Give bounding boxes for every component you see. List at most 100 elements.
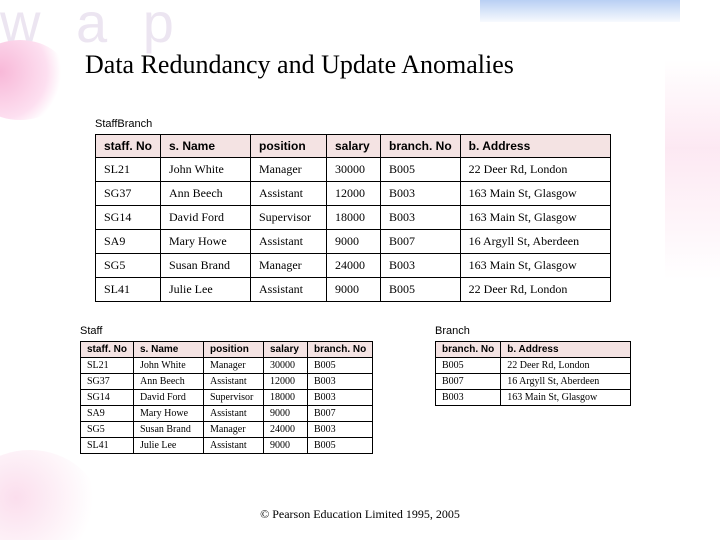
table-row: SG5Susan BrandManager24000B003 [81, 422, 373, 438]
staffbranch-table-wrap: StaffBranch staff. No s. Name position s… [95, 118, 625, 302]
table-row: SG14David FordSupervisor18000B003163 Mai… [96, 206, 611, 230]
col-baddress: b. Address [460, 135, 610, 158]
table-cell: SL41 [81, 438, 134, 454]
col-position: position [204, 342, 264, 358]
table-cell: SG14 [96, 206, 161, 230]
table-cell: SA9 [96, 230, 161, 254]
slide: Data Redundancy and Update Anomalies Sta… [0, 0, 720, 540]
table-row: SA9Mary HoweAssistant9000B007 [81, 406, 373, 422]
table-cell: Assistant [204, 438, 264, 454]
table-row: B00522 Deer Rd, London [436, 358, 631, 374]
table-cell: B003 [381, 206, 461, 230]
table-row: SG37Ann BeechAssistant12000B003163 Main … [96, 182, 611, 206]
col-position: position [251, 135, 327, 158]
col-sname: s. Name [161, 135, 251, 158]
table-cell: 18000 [264, 390, 308, 406]
table-cell: B003 [308, 422, 373, 438]
table-row: SG5Susan BrandManager24000B003163 Main S… [96, 254, 611, 278]
staff-table-name: Staff [80, 325, 373, 337]
table-cell: B005 [381, 158, 461, 182]
table-cell: B003 [381, 182, 461, 206]
table-cell: 30000 [327, 158, 381, 182]
table-row: SG14David FordSupervisor18000B003 [81, 390, 373, 406]
table-cell: 22 Deer Rd, London [460, 158, 610, 182]
table-cell: Susan Brand [161, 254, 251, 278]
table-cell: Manager [204, 358, 264, 374]
table-cell: Mary Howe [134, 406, 204, 422]
staff-table-wrap: Staff staff. No s. Name position salary … [80, 325, 373, 454]
table-cell: David Ford [134, 390, 204, 406]
table-cell: B003 [308, 374, 373, 390]
table-cell: 163 Main St, Glasgow [460, 182, 610, 206]
table-cell: Assistant [251, 230, 327, 254]
table-cell: B007 [381, 230, 461, 254]
table-cell: 22 Deer Rd, London [460, 278, 610, 302]
branch-table: branch. No b. Address B00522 Deer Rd, Lo… [435, 341, 631, 406]
table-cell: B007 [436, 374, 501, 390]
table-cell: SA9 [81, 406, 134, 422]
page-title: Data Redundancy and Update Anomalies [85, 50, 514, 80]
table-cell: 16 Argyll St, Aberdeen [501, 374, 631, 390]
table-cell: SG37 [81, 374, 134, 390]
copyright-text: © Pearson Education Limited 1995, 2005 [0, 507, 720, 522]
table-header-row: staff. No s. Name position salary branch… [81, 342, 373, 358]
table-cell: Susan Brand [134, 422, 204, 438]
table-cell: SG5 [81, 422, 134, 438]
table-cell: B003 [381, 254, 461, 278]
table-cell: B003 [436, 390, 501, 406]
table-cell: Assistant [204, 406, 264, 422]
table-cell: B005 [381, 278, 461, 302]
table-cell: 163 Main St, Glasgow [460, 206, 610, 230]
table-cell: B007 [308, 406, 373, 422]
table-cell: 12000 [327, 182, 381, 206]
staffbranch-table: staff. No s. Name position salary branch… [95, 134, 611, 302]
col-salary: salary [327, 135, 381, 158]
table-row: SL41Julie LeeAssistant9000B005 [81, 438, 373, 454]
table-cell: 22 Deer Rd, London [501, 358, 631, 374]
table-cell: 18000 [327, 206, 381, 230]
table-cell: SG14 [81, 390, 134, 406]
table-cell: Supervisor [204, 390, 264, 406]
branch-table-wrap: Branch branch. No b. Address B00522 Deer… [435, 325, 631, 406]
branch-table-name: Branch [435, 325, 631, 337]
table-cell: B003 [308, 390, 373, 406]
table-cell: B005 [308, 438, 373, 454]
table-cell: John White [161, 158, 251, 182]
table-cell: Manager [251, 158, 327, 182]
table-cell: Assistant [251, 182, 327, 206]
table-cell: Assistant [251, 278, 327, 302]
table-cell: 30000 [264, 358, 308, 374]
table-row: B003163 Main St, Glasgow [436, 390, 631, 406]
table-cell: 163 Main St, Glasgow [460, 254, 610, 278]
table-cell: SL21 [81, 358, 134, 374]
table-cell: Manager [204, 422, 264, 438]
table-cell: SG5 [96, 254, 161, 278]
table-cell: 24000 [327, 254, 381, 278]
table-cell: 12000 [264, 374, 308, 390]
staffbranch-table-name: StaffBranch [95, 118, 625, 130]
table-cell: John White [134, 358, 204, 374]
table-cell: Assistant [204, 374, 264, 390]
staff-table: staff. No s. Name position salary branch… [80, 341, 373, 454]
table-cell: Ann Beech [161, 182, 251, 206]
table-cell: David Ford [161, 206, 251, 230]
table-cell: Julie Lee [134, 438, 204, 454]
table-cell: Mary Howe [161, 230, 251, 254]
table-cell: SG37 [96, 182, 161, 206]
col-staffno: staff. No [81, 342, 134, 358]
col-branchno: branch. No [436, 342, 501, 358]
table-cell: 9000 [264, 438, 308, 454]
table-cell: 9000 [327, 230, 381, 254]
table-cell: Manager [251, 254, 327, 278]
table-row: SL41Julie LeeAssistant9000B00522 Deer Rd… [96, 278, 611, 302]
table-row: SG37Ann BeechAssistant12000B003 [81, 374, 373, 390]
table-cell: 9000 [327, 278, 381, 302]
table-cell: 9000 [264, 406, 308, 422]
table-row: SA9Mary HoweAssistant9000B00716 Argyll S… [96, 230, 611, 254]
col-salary: salary [264, 342, 308, 358]
table-cell: B005 [308, 358, 373, 374]
table-row: SL21John WhiteManager30000B005 [81, 358, 373, 374]
col-sname: s. Name [134, 342, 204, 358]
table-row: B00716 Argyll St, Aberdeen [436, 374, 631, 390]
col-branchno: branch. No [381, 135, 461, 158]
